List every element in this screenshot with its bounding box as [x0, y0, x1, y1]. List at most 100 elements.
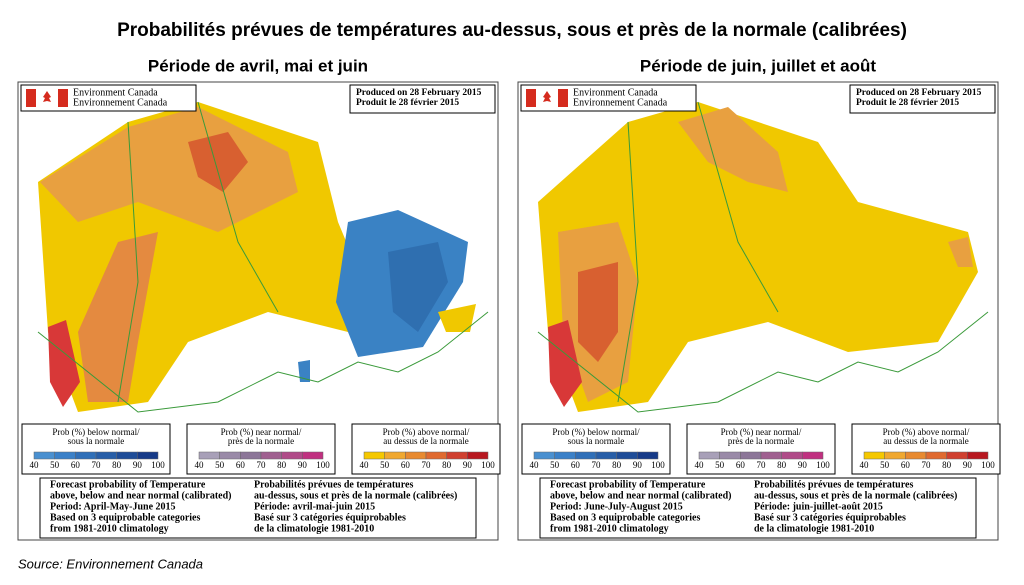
legend-swatch	[884, 451, 906, 460]
note-line: Period: April-May-June 2015	[50, 501, 176, 512]
source: Source: Environnement Canada	[18, 556, 203, 571]
legend-value: 50	[550, 460, 560, 470]
legend-title: près de la normale	[728, 436, 794, 446]
legend-value: 60	[401, 460, 411, 470]
legend-value: 60	[71, 460, 81, 470]
legend-swatch	[405, 451, 427, 460]
legend-value: 80	[112, 460, 122, 470]
legend-value: 100	[151, 460, 165, 470]
map-border	[537, 311, 989, 413]
note-line: above, below and near normal (calibrated…	[50, 490, 231, 501]
legend-value: 40	[530, 460, 540, 470]
notes-box	[39, 477, 477, 539]
note-line: from 1981-2010 climatology	[550, 523, 669, 534]
legend-value: 70	[422, 460, 432, 470]
legend-swatch	[554, 451, 576, 460]
legend-swatch	[616, 451, 638, 460]
legend-swatch	[595, 451, 617, 460]
legend-title: près de la normale	[228, 436, 294, 446]
legend-value: 90	[963, 460, 973, 470]
note-line: above, below and near normal (calibrated…	[550, 490, 731, 501]
legend-swatch	[575, 451, 597, 460]
legend-value: 100	[816, 460, 830, 470]
legend-box	[521, 423, 671, 475]
legend-value: 70	[257, 460, 267, 470]
flag-leaf	[43, 91, 51, 102]
legend-swatch	[54, 451, 76, 460]
legend-title: Prob (%) above normal/	[883, 427, 970, 437]
legend-box	[851, 423, 1001, 475]
map-region	[40, 107, 298, 232]
produced-date: Produit le 28 février 2015	[856, 98, 959, 108]
legend-box	[351, 423, 501, 475]
legend-value: 40	[360, 460, 370, 470]
legend-value: 80	[777, 460, 787, 470]
panel-subtitle: Période de juin, juillet et août	[640, 56, 876, 75]
legend-value: 100	[481, 460, 495, 470]
legend-value: 60	[901, 460, 911, 470]
produced-box	[349, 84, 496, 114]
map-region	[188, 132, 248, 192]
agency-name: Environnement Canada	[573, 97, 668, 108]
legend-value: 60	[571, 460, 581, 470]
legend-swatch	[137, 451, 159, 460]
legend-swatch	[698, 451, 720, 460]
legend-value: 80	[442, 460, 452, 470]
legend-value: 60	[736, 460, 746, 470]
map-region	[438, 304, 476, 332]
legend-title: au dessus de la normale	[383, 436, 468, 446]
legend-swatch	[75, 451, 97, 460]
note-line: Période: juin-juillet-août 2015	[754, 501, 883, 512]
legend-swatch	[116, 451, 138, 460]
legend-swatch	[740, 451, 762, 460]
note-line: from 1981-2010 climatology	[50, 523, 169, 534]
note-line: Based on 3 equiprobable categories	[550, 512, 700, 523]
legend-value: 90	[633, 460, 643, 470]
map-border	[37, 311, 489, 413]
legend-value: 70	[592, 460, 602, 470]
legend-title: Prob (%) above normal/	[383, 427, 470, 437]
legend-title: Prob (%) below normal/	[52, 427, 140, 437]
legend-value: 70	[757, 460, 767, 470]
note-line: au-dessus, sous et près de la normale (c…	[754, 490, 957, 501]
legend-swatch	[260, 451, 282, 460]
legend-title: sous la normale	[68, 436, 125, 446]
legend-value: 40	[195, 460, 205, 470]
legend-title: sous la normale	[568, 436, 625, 446]
legend-value: 50	[880, 460, 890, 470]
legend-swatch	[446, 451, 468, 460]
note-line: Based on 3 equiprobable categories	[50, 512, 200, 523]
note-line: Basé sur 3 catégories équiprobables	[754, 512, 906, 523]
legend-value: 100	[316, 460, 330, 470]
map-region	[548, 320, 582, 407]
map-border	[697, 101, 779, 313]
map-border	[617, 121, 639, 403]
map-border	[197, 101, 279, 313]
legend-swatch	[33, 451, 55, 460]
legend-swatch	[802, 451, 824, 460]
legend-value: 80	[612, 460, 622, 470]
map-region	[578, 262, 618, 362]
legend-swatch	[905, 451, 927, 460]
legend-value: 100	[651, 460, 665, 470]
legend-swatch	[967, 451, 989, 460]
legend-swatch	[760, 451, 782, 460]
map-region	[298, 360, 310, 382]
legend-swatch	[198, 451, 220, 460]
note-line: au-dessus, sous et près de la normale (c…	[254, 490, 457, 501]
legend-value: 70	[922, 460, 932, 470]
agency-name: Environment Canada	[573, 87, 658, 98]
legend-value: 90	[798, 460, 808, 470]
legend-value: 60	[236, 460, 246, 470]
legend-swatch	[302, 451, 324, 460]
note-line: Basé sur 3 catégories équiprobables	[254, 512, 406, 523]
legend-value: 90	[133, 460, 143, 470]
legend-swatch	[281, 451, 303, 460]
legend-swatch	[467, 451, 489, 460]
legend-swatch	[946, 451, 968, 460]
legend-value: 40	[860, 460, 870, 470]
note-line: Forecast probability of Temperature	[550, 479, 706, 490]
legend-value: 50	[380, 460, 390, 470]
legend-box	[686, 423, 836, 475]
